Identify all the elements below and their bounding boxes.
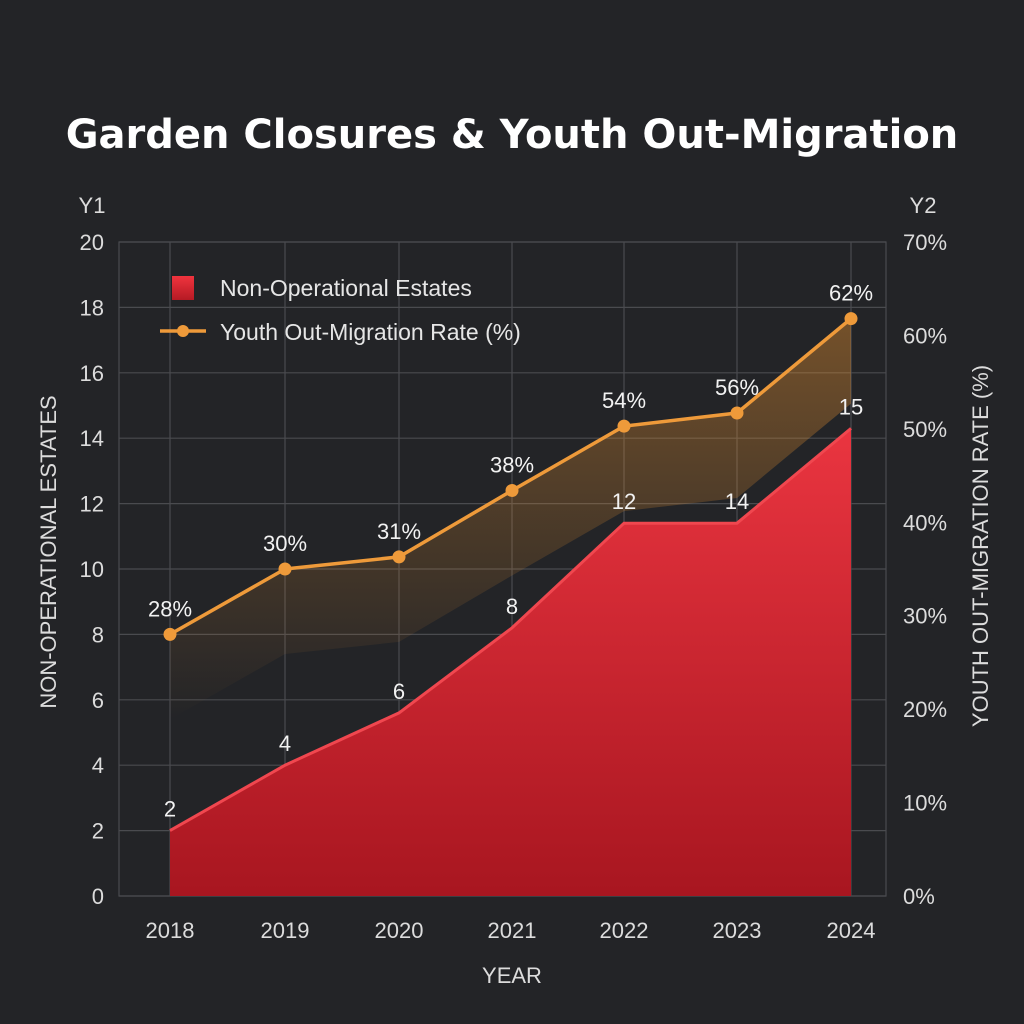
x-tick-label-2021: 2021 bbox=[488, 918, 537, 943]
y1-tick-label: 10 bbox=[80, 557, 104, 582]
legend-label-migration: Youth Out-Migration Rate (%) bbox=[220, 319, 521, 345]
migration-value-label-2020: 31% bbox=[377, 519, 421, 544]
y2-axis-title: YOUTH OUT-MIGRATION RATE (%) bbox=[968, 365, 993, 727]
ticks-layer: 0 2 4 6 8 10 12 14 16 18 20 0% 10% 20% 30% 40% 50% 60% 70%… bbox=[80, 230, 948, 943]
migration-value-label-2019: 30% bbox=[263, 531, 307, 556]
estates-value-label-2019: 4 bbox=[279, 731, 291, 756]
data-labels-layer: 2 4 6 8 12 14 15 28% 30% 31% 38% 54% 56% 62% bbox=[148, 281, 873, 822]
estates-value-label-2018: 2 bbox=[164, 797, 176, 822]
y1-tick-label: 20 bbox=[80, 230, 104, 255]
x-tick-label-2024: 2024 bbox=[827, 918, 876, 943]
y2-tick-label: 40% bbox=[903, 510, 947, 535]
legend: Non-Operational Estates Youth Out-Migrat… bbox=[160, 275, 521, 345]
x-tick-label-2022: 2022 bbox=[600, 918, 649, 943]
y1-tick-label: 4 bbox=[92, 753, 104, 778]
migration-value-label-2022: 54% bbox=[602, 388, 646, 413]
estates-value-label-2021: 8 bbox=[506, 594, 518, 619]
y1-tick-label: 16 bbox=[80, 361, 104, 386]
y2-tick-label: 60% bbox=[903, 323, 947, 348]
y1-tick-label: 12 bbox=[80, 492, 104, 517]
x-tick-label-2023: 2023 bbox=[713, 918, 762, 943]
migration-glow bbox=[170, 318, 851, 720]
estates-value-label-2023: 14 bbox=[725, 489, 749, 514]
y1-tick-label: 18 bbox=[80, 295, 104, 320]
migration-value-label-2021: 38% bbox=[490, 453, 534, 478]
y1-tick-label: 8 bbox=[92, 622, 104, 647]
estates-value-label-2020: 6 bbox=[393, 679, 405, 704]
x-axis-title: YEAR bbox=[482, 963, 542, 988]
legend-swatch-migration-marker bbox=[177, 325, 189, 337]
migration-value-label-2023: 56% bbox=[715, 375, 759, 400]
y2-tick-label: 10% bbox=[903, 791, 947, 816]
y1-axis-title: NON-OPERATIONAL ESTATES bbox=[36, 395, 61, 708]
legend-swatch-estates bbox=[172, 276, 194, 300]
migration-point-2020 bbox=[392, 550, 406, 564]
estates-area-edge bbox=[169, 427, 852, 832]
migration-line-layer bbox=[163, 312, 858, 720]
x-tick-label-2020: 2020 bbox=[375, 918, 424, 943]
y2-tick-label: 0% bbox=[903, 884, 935, 909]
migration-value-label-2018: 28% bbox=[148, 596, 192, 621]
migration-point-2021 bbox=[505, 484, 519, 497]
migration-point-2023 bbox=[730, 406, 744, 420]
migration-point-2022 bbox=[617, 419, 631, 433]
estates-area bbox=[170, 428, 851, 896]
y2-tick-label: 70% bbox=[903, 230, 947, 255]
legend-label-estates: Non-Operational Estates bbox=[220, 275, 472, 301]
y1-corner-label: Y1 bbox=[79, 193, 106, 218]
migration-value-label-2024: 62% bbox=[829, 281, 873, 306]
y2-tick-label: 50% bbox=[903, 417, 947, 442]
migration-point-2024 bbox=[844, 312, 858, 326]
estates-value-label-2022: 12 bbox=[612, 489, 636, 514]
migration-point-2018 bbox=[163, 627, 177, 641]
estates-value-label-2024: 15 bbox=[839, 394, 863, 419]
y2-corner-label: Y2 bbox=[910, 193, 937, 218]
estates-area-layer bbox=[169, 427, 852, 896]
y2-tick-label: 30% bbox=[903, 604, 947, 629]
x-tick-label-2018: 2018 bbox=[146, 918, 195, 943]
y2-tick-label: 20% bbox=[903, 697, 947, 722]
y1-tick-label: 2 bbox=[92, 819, 104, 844]
x-tick-label-2019: 2019 bbox=[261, 918, 310, 943]
y1-tick-label: 6 bbox=[92, 688, 104, 713]
migration-point-2019 bbox=[278, 562, 292, 576]
chart-title: Garden Closures & Youth Out-Migration bbox=[66, 112, 959, 158]
y1-tick-label: 0 bbox=[92, 884, 104, 909]
y1-tick-label: 14 bbox=[80, 426, 104, 451]
